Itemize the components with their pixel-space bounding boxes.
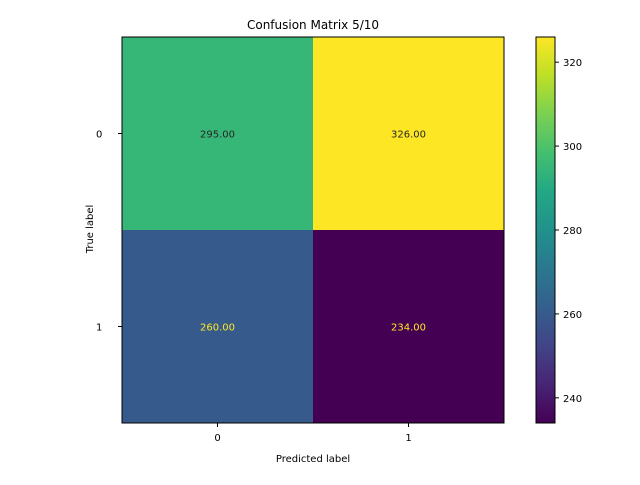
y-axis-label: True label [85,205,96,255]
colorbar-gradient [536,37,555,423]
heatmap-cell [122,37,313,230]
colorbar-tick-label: 260 [563,310,582,321]
cell-value-label: 260.00 [200,323,235,334]
cell-value-label: 234.00 [391,323,426,334]
x-axis-label: Predicted label [276,454,350,465]
colorbar-tick-label: 320 [563,58,582,69]
heatmap-cells: 295.00 326.00 260.00 234.00 [122,37,504,423]
heatmap-cell [122,230,313,423]
colorbar: 240 260 280 300 320 [535,36,582,424]
cell-value-label: 326.00 [391,130,426,141]
colorbar-tick-label: 240 [563,394,582,405]
y-tick-label: 0 [96,130,102,141]
axes: 0 1 0 1 [96,36,505,444]
cell-value-label: 295.00 [200,130,235,141]
x-tick-label: 1 [405,433,411,444]
colorbar-tick-label: 300 [563,142,582,153]
x-tick-label: 0 [214,433,220,444]
axes-frame [121,36,505,424]
colorbar-tick-label: 280 [563,226,582,237]
heatmap-cell [313,230,504,423]
chart-title: Confusion Matrix 5/10 [247,18,379,32]
heatmap-cell [313,37,504,230]
y-tick-label: 1 [96,323,102,334]
